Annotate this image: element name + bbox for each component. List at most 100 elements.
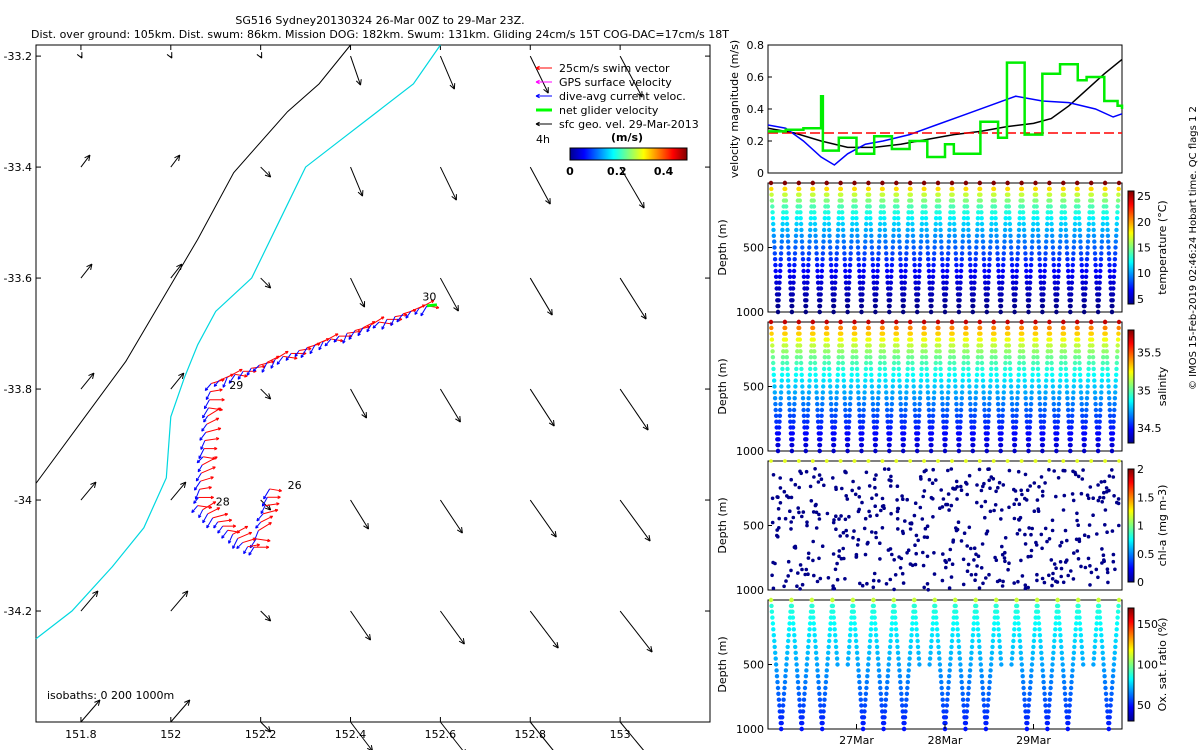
map-ytick-label: -33.4: [4, 161, 32, 174]
profile-point: [1040, 303, 1046, 309]
dive-avg-current-arrow: [324, 338, 332, 347]
profile-point: [962, 210, 967, 215]
profile-point: [866, 331, 872, 336]
profile-point: [923, 526, 928, 531]
section-ylabel: Depth (m): [716, 219, 729, 275]
profile-point: [1068, 448, 1073, 454]
profile-point: [915, 437, 920, 442]
dive-avg-current-arrow-head: [198, 455, 202, 460]
profile-point: [876, 662, 881, 667]
profile-point: [980, 372, 985, 377]
profile-point: [1035, 572, 1039, 577]
profile-point: [865, 668, 870, 673]
profile-point: [992, 198, 997, 203]
profile-point: [982, 407, 987, 413]
profile-point: [863, 378, 868, 383]
profile-point: [890, 390, 895, 395]
profile-point: [1035, 216, 1040, 221]
profile-point: [811, 204, 817, 209]
profile-point: [961, 703, 966, 708]
profile-point: [792, 390, 798, 395]
profile-point: [781, 697, 786, 702]
profile-point: [871, 407, 876, 413]
profile-point: [958, 668, 963, 673]
section-colorbar-tick: 25: [1137, 190, 1151, 203]
profile-point: [804, 292, 809, 297]
dive-avg-current-arrow: [202, 513, 209, 524]
profile-point: [921, 563, 926, 568]
profile-point: [947, 221, 952, 227]
profile-point: [883, 703, 888, 708]
profile-point: [1061, 679, 1067, 685]
profile-point: [1052, 469, 1056, 473]
geo-vel-arrow: [80, 263, 93, 279]
profile-point: [1081, 662, 1086, 667]
profile-point: [1062, 493, 1067, 498]
profile-point: [845, 303, 851, 309]
profile-point: [779, 233, 785, 238]
profile-point: [1112, 262, 1117, 268]
profile-point: [802, 685, 808, 691]
profile-point: [800, 396, 806, 401]
profile-point: [1089, 459, 1093, 463]
dive-avg-current-arrow: [206, 517, 214, 529]
profile-point: [831, 609, 836, 614]
profile-point: [997, 638, 1002, 644]
profile-point: [772, 396, 778, 401]
geo-vel-arrow-head: [355, 79, 362, 86]
profile-point: [1082, 533, 1087, 537]
profile-point: [847, 401, 853, 407]
profile-point: [1070, 401, 1076, 407]
profile-point: [788, 280, 793, 285]
profile-point: [920, 210, 925, 215]
profile-point: [807, 621, 813, 626]
profile-point: [938, 668, 943, 673]
profile-point: [914, 533, 919, 538]
profile-point: [785, 239, 791, 244]
profile-point: [930, 286, 935, 291]
profile-point: [1059, 644, 1064, 650]
dive-avg-current-arrow: [357, 327, 364, 336]
profile-point: [1094, 280, 1099, 285]
profile-point: [993, 503, 998, 507]
profile-point: [896, 366, 901, 372]
swim-vector-arrow: [199, 486, 212, 490]
profile-point: [953, 251, 958, 256]
profile-point: [890, 396, 895, 401]
profile-point: [917, 268, 922, 274]
profile-point: [972, 407, 978, 413]
profile-point: [843, 577, 847, 581]
geo-vel-arrow-head: [638, 202, 645, 209]
profile-point: [1111, 559, 1116, 564]
profile-point: [1072, 360, 1078, 366]
profile-point: [922, 469, 927, 474]
profile-point: [808, 366, 813, 372]
profile-point: [784, 210, 789, 215]
profile-point: [1048, 204, 1053, 209]
profile-point: [897, 378, 902, 383]
section-colorbar-label: temperature (°C): [1156, 200, 1169, 294]
profile-point: [1093, 401, 1098, 407]
profile-point: [983, 419, 988, 424]
profile-point: [1058, 633, 1063, 638]
profile-point: [978, 337, 983, 342]
profile-point: [959, 674, 964, 679]
profile-point: [868, 221, 873, 227]
profile-point: [909, 216, 915, 221]
profile-point: [783, 516, 788, 521]
profile-point: [809, 349, 814, 354]
profile-point: [1013, 298, 1018, 303]
profile-point: [947, 360, 952, 366]
profile-point: [905, 551, 909, 555]
profile-point: [857, 407, 862, 413]
profile-point: [874, 419, 880, 424]
profile-point: [825, 204, 831, 209]
profile-point: [849, 366, 855, 372]
profile-point: [831, 442, 837, 448]
profile-point: [918, 378, 924, 383]
profile-point: [873, 437, 879, 442]
profile-point: [1059, 650, 1065, 655]
profile-point: [947, 586, 952, 590]
profile-point: [794, 216, 800, 221]
profile-point: [1075, 597, 1081, 603]
